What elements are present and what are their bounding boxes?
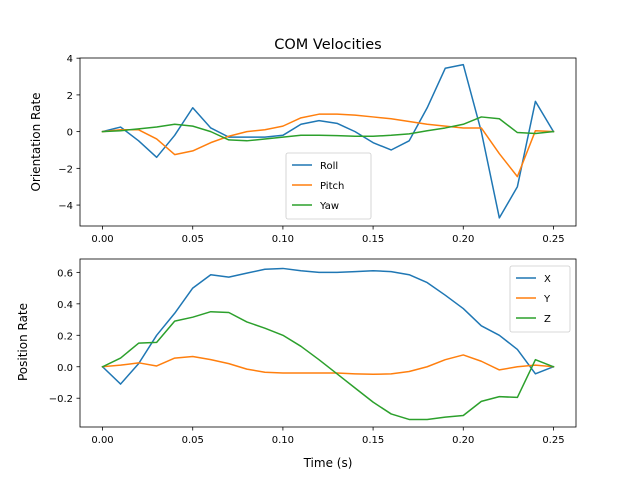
legend-label-pitch: Pitch	[320, 181, 344, 192]
axes-frame-1	[79, 258, 577, 428]
y-tick-label: 0	[67, 128, 73, 139]
series-line-roll	[101, 63, 555, 219]
legend-box	[509, 265, 571, 333]
series-line-y	[101, 354, 555, 376]
legend-box	[285, 152, 372, 220]
series-line-yaw	[101, 116, 555, 142]
y-tick-label: −0.2	[49, 394, 73, 405]
y-axis-label-top: Orientation Rate	[29, 92, 43, 191]
y-tick-label: 0.6	[57, 268, 73, 279]
x-tick-label: 0.05	[182, 234, 204, 245]
y-tick-label: 0.0	[57, 363, 73, 374]
x-axis-label: Time (s)	[303, 456, 353, 470]
y-tick-label: 0.4	[57, 300, 73, 311]
legend-label-yaw: Yaw	[319, 201, 339, 212]
y-tick-label: 4	[67, 54, 73, 65]
axes-frame-0	[79, 57, 577, 227]
x-tick-label: 0.05	[182, 435, 204, 446]
y-tick-label: −4	[58, 201, 73, 212]
series-line-x	[101, 267, 555, 385]
legend-label-y: Y	[543, 294, 551, 305]
series-line-z	[101, 310, 555, 421]
series-line-pitch	[101, 113, 555, 178]
x-tick-label: 0.25	[542, 435, 564, 446]
chart-title: COM Velocities	[274, 37, 381, 53]
legend-label-z: Z	[544, 314, 551, 325]
x-tick-label: 0.00	[91, 234, 113, 245]
y-axis-label-bottom: Position Rate	[16, 303, 30, 381]
x-tick-label: 0.20	[452, 234, 474, 245]
y-tick-label: −2	[58, 164, 73, 175]
x-tick-label: 0.15	[362, 435, 384, 446]
x-tick-label: 0.00	[91, 435, 113, 446]
legend-label-roll: Roll	[320, 161, 338, 172]
legend-label-x: X	[544, 274, 551, 285]
x-tick-label: 0.10	[272, 234, 294, 245]
x-tick-label: 0.15	[362, 234, 384, 245]
x-tick-label: 0.25	[542, 234, 564, 245]
y-tick-label: 2	[67, 91, 73, 102]
x-tick-label: 0.20	[452, 435, 474, 446]
x-tick-label: 0.10	[272, 435, 294, 446]
y-tick-label: 0.2	[57, 331, 73, 342]
